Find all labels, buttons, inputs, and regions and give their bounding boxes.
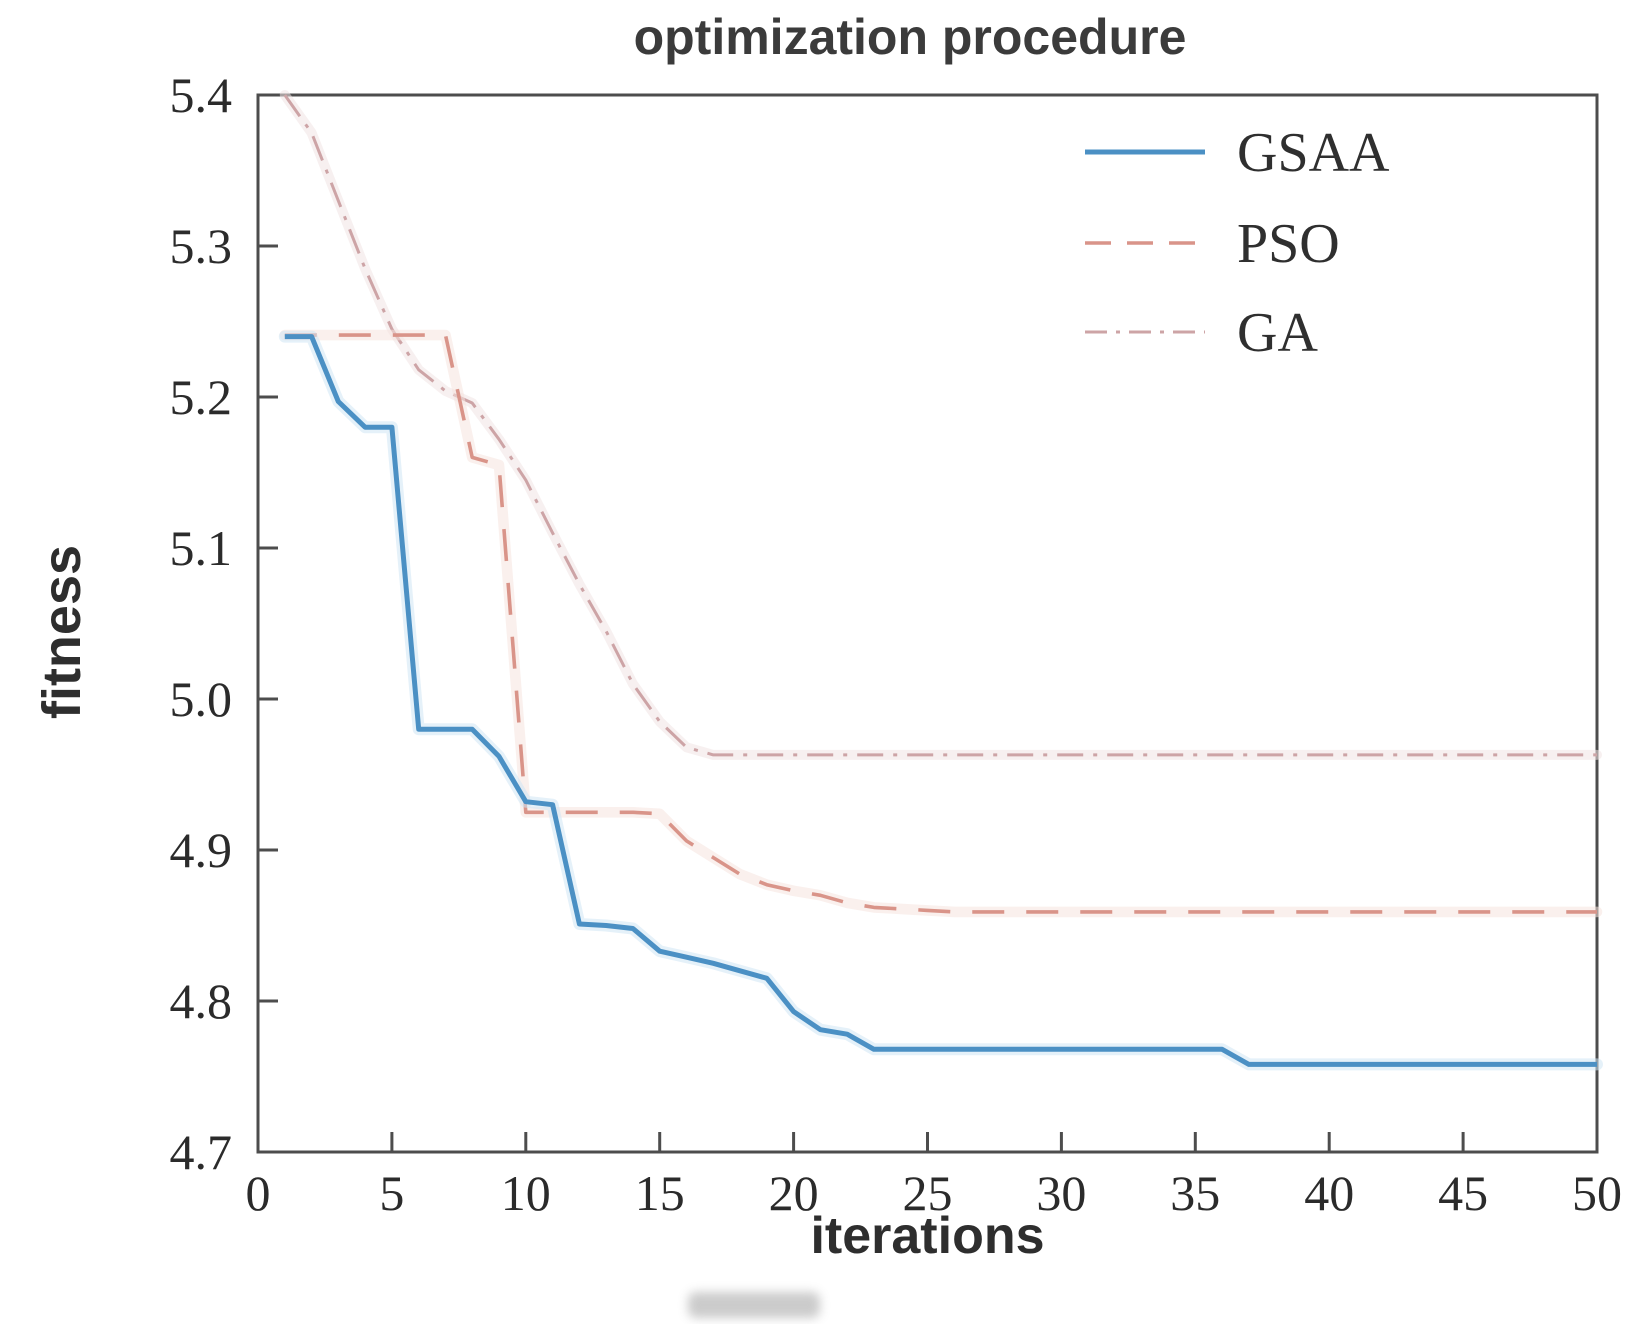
x-tick-label: 10 <box>501 1165 551 1221</box>
x-tick-label: 50 <box>1572 1165 1622 1221</box>
series-line-pso <box>284 333 1597 914</box>
y-tick-label: 5.3 <box>170 218 233 274</box>
x-tick-label: 5 <box>379 1165 404 1221</box>
x-tick-label: 40 <box>1304 1165 1354 1221</box>
x-tick-label: 30 <box>1036 1165 1086 1221</box>
y-tick-label: 5.1 <box>170 520 233 576</box>
x-tick-label: 25 <box>903 1165 953 1221</box>
legend-label-gsaa: GSAA <box>1237 122 1390 184</box>
x-tick-label: 20 <box>769 1165 819 1221</box>
series-line-gsaa <box>284 334 1597 1067</box>
plot-frame <box>256 93 1599 1154</box>
x-tick-label: 35 <box>1170 1165 1220 1221</box>
x-tick-label: 45 <box>1438 1165 1488 1221</box>
x-tick-label: 15 <box>635 1165 685 1221</box>
y-tick-label: 4.9 <box>170 822 233 878</box>
x-tick-label: 0 <box>246 1165 271 1221</box>
legend-label-pso: PSO <box>1237 213 1340 275</box>
chart-title: optimization procedure <box>633 9 1187 65</box>
series-halo-ga <box>279 90 1602 760</box>
legend-label-ga: GA <box>1237 302 1318 364</box>
x-axis-label: iterations <box>810 1207 1045 1265</box>
y-tick-label: 5.0 <box>170 671 233 727</box>
y-tick-label: 4.7 <box>170 1124 233 1180</box>
y-tick-label: 4.8 <box>170 973 233 1029</box>
series-line-ga <box>283 94 1597 757</box>
y-tick-label: 5.4 <box>170 67 233 123</box>
y-tick-label: 5.2 <box>170 369 233 425</box>
cropped-caption-fragment <box>688 1292 820 1318</box>
series-halo-gsaa <box>278 330 1603 1071</box>
